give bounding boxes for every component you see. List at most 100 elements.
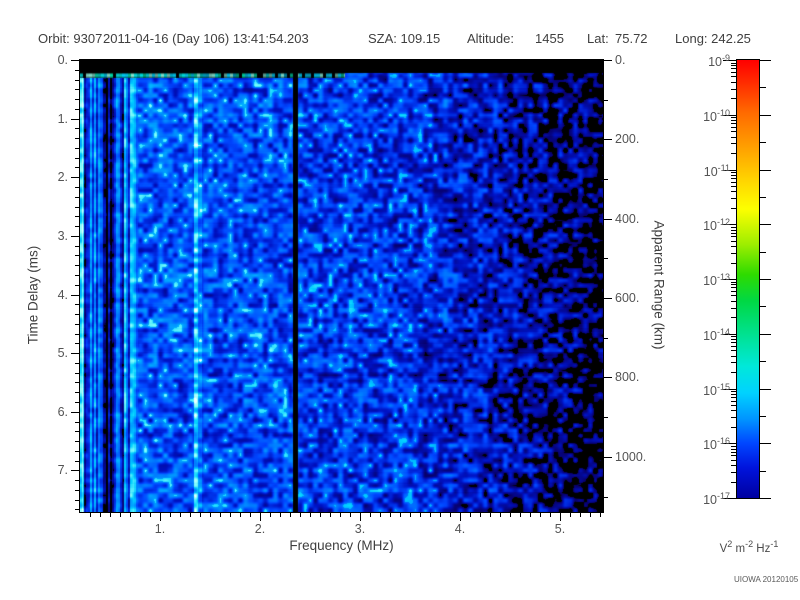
colorbar-major-tick-right — [760, 498, 771, 499]
tick-mark — [603, 258, 608, 260]
colorbar-minor-tick-left — [731, 136, 737, 138]
header-segment: Orbit: 9307 — [38, 31, 103, 46]
colorbar-minor-tick-left — [731, 481, 737, 483]
colorbar-minor-tick-right — [760, 142, 766, 144]
colorbar-minor-tick-left — [731, 339, 737, 341]
tick-mark — [75, 480, 80, 482]
colorbar-major-tick-right — [760, 443, 771, 445]
colorbar-minor-tick-left — [731, 300, 737, 302]
tick-mark — [603, 60, 612, 61]
x-tick-label: 1. — [154, 522, 166, 536]
colorbar-tick-label: 10-14 — [703, 326, 730, 343]
colorbar-minor-tick-left — [731, 65, 737, 67]
colorbar-minor-tick-left — [731, 455, 737, 457]
tick-mark — [75, 196, 80, 198]
tick-mark — [90, 512, 91, 517]
y-left-tick-label: 7. — [57, 463, 68, 478]
colorbar-tick-label: 10-13 — [703, 272, 730, 289]
colorbar-minor-tick-right — [760, 251, 766, 253]
colorbar-tick-label: 10-17 — [703, 491, 730, 508]
header-segment: Lat: — [587, 31, 609, 46]
tick-mark — [75, 314, 80, 316]
tick-mark — [410, 512, 411, 517]
spectrogram-canvas — [80, 60, 603, 512]
colorbar-tick-label: 10-16 — [703, 436, 730, 453]
colorbar-minor-tick-left — [731, 88, 737, 90]
colorbar-minor-tick-left — [731, 317, 737, 319]
tick-mark — [100, 512, 101, 517]
colorbar-major-tick-left — [723, 114, 737, 116]
tick-mark — [75, 216, 80, 218]
tick-mark — [280, 512, 281, 517]
tick-mark — [71, 294, 80, 296]
colorbar-minor-tick-right — [760, 87, 766, 89]
tick-mark — [75, 392, 80, 394]
x-tick-label: 2. — [254, 522, 266, 536]
tick-mark — [603, 139, 612, 141]
colorbar-minor-tick-left — [731, 153, 737, 155]
colorbar-minor-tick-left — [731, 291, 737, 293]
colorbar-exponent: -15 — [716, 381, 730, 392]
colorbar-minor-tick-left — [731, 117, 737, 119]
header-segment: SZA: 109.15 — [368, 31, 441, 46]
tick-mark — [340, 512, 341, 517]
colorbar-minor-tick-left — [731, 336, 737, 338]
colorbar-minor-tick-left — [731, 345, 737, 347]
tick-mark — [160, 512, 161, 521]
colorbar-major-tick-left — [723, 443, 737, 445]
tick-mark — [603, 218, 612, 220]
tick-mark — [400, 512, 401, 517]
tick-mark — [590, 512, 591, 517]
tick-mark — [75, 460, 80, 462]
tick-mark — [75, 79, 80, 81]
colorbar-major-tick-right — [760, 279, 771, 280]
colorbar-minor-tick-left — [731, 240, 737, 242]
header-segment: Long: 242.25 — [675, 31, 751, 46]
tick-mark — [75, 255, 80, 257]
y-right-tick-label: 1000. — [615, 449, 647, 464]
tick-mark — [603, 496, 608, 498]
colorbar-minor-tick-left — [731, 246, 737, 248]
colorbar-minor-tick-left — [731, 174, 737, 176]
tick-mark — [71, 177, 80, 179]
tick-mark — [603, 337, 608, 339]
tick-mark — [75, 362, 80, 364]
tick-mark — [75, 499, 80, 501]
colorbar-minor-tick-left — [731, 172, 737, 173]
colorbar-minor-tick-left — [731, 181, 737, 183]
units-exponent: -1 — [770, 539, 779, 549]
colorbar-minor-tick-left — [731, 229, 737, 231]
colorbar-minor-tick-left — [731, 236, 737, 238]
tick-mark — [550, 512, 551, 517]
colorbar-major-tick-left — [723, 60, 737, 61]
colorbar-minor-tick-right — [760, 361, 766, 363]
colorbar-minor-tick-left — [731, 284, 737, 286]
colorbar-minor-tick-right — [760, 415, 766, 417]
colorbar-minor-tick-left — [731, 191, 737, 193]
tick-mark — [75, 401, 80, 403]
header-segment: 2011-04-16 (Day 106) 13:41:54.203 — [103, 31, 309, 46]
y-left-tick-label: 0. — [57, 53, 68, 67]
tick-mark — [320, 512, 321, 517]
colorbar-minor-tick-left — [731, 400, 737, 402]
tick-mark — [75, 226, 80, 228]
tick-mark — [570, 512, 571, 517]
tick-mark — [603, 179, 608, 181]
colorbar-minor-tick-left — [731, 68, 737, 70]
colorbar-minor-tick-right — [760, 196, 766, 198]
header-segment: Altitude: — [467, 31, 514, 46]
tick-mark — [300, 512, 301, 517]
tick-mark — [250, 512, 251, 517]
tick-mark — [75, 489, 80, 491]
x-axis-title: Frequency (MHz) — [289, 538, 394, 553]
colorbar-minor-tick-left — [731, 143, 737, 145]
colorbar-minor-tick-left — [731, 396, 737, 398]
colorbar-minor-tick-left — [731, 123, 737, 125]
y-left-tick-label: 2. — [57, 170, 68, 185]
tick-mark — [540, 512, 541, 517]
tick-mark — [75, 450, 80, 452]
tick-mark — [75, 108, 80, 110]
colorbar-minor-tick-left — [731, 185, 737, 187]
tick-mark — [470, 512, 471, 517]
